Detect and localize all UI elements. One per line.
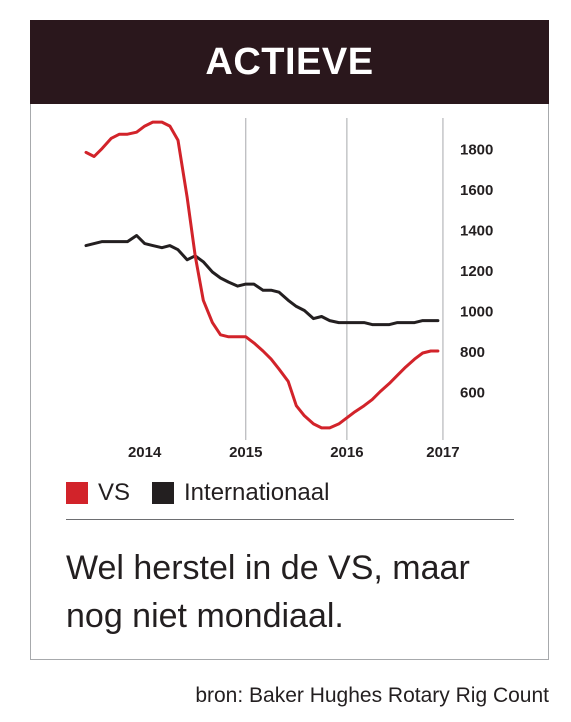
- x-tick-label: 2015: [229, 444, 262, 461]
- x-tick-label: 2014: [128, 444, 162, 461]
- series-line-internationaal: [84, 234, 440, 327]
- legend-label-internationaal: Internationaal: [184, 479, 330, 506]
- title-text: ACTIEVE BOORPLATFORMS: [112, 41, 467, 167]
- chart-series: [84, 120, 440, 430]
- x-tick-label: 2016: [330, 444, 363, 461]
- y-tick-label: 1000: [460, 303, 493, 320]
- series-line-vs: [84, 120, 440, 430]
- chart-grid: [245, 118, 444, 440]
- divider: [66, 519, 514, 520]
- legend-swatch-vs: [66, 482, 88, 504]
- y-tick-label: 800: [460, 344, 485, 361]
- legend-item-internationaal: Internationaal: [152, 479, 329, 507]
- legend-swatch-internationaal: [152, 482, 175, 504]
- y-tick-label: 1800: [460, 141, 493, 158]
- y-tick-label: 1400: [460, 222, 493, 239]
- x-tick-label: 2017: [426, 444, 459, 461]
- x-axis: 2014 2015 2016 2017: [128, 444, 460, 461]
- y-tick-label: 600: [460, 384, 485, 401]
- chart-legend: VS Internationaal: [66, 478, 351, 508]
- y-tick-label: 1200: [460, 263, 493, 280]
- legend-label-vs: VS: [98, 479, 131, 506]
- legend-item-vs: VS: [66, 479, 130, 507]
- page-title: ACTIEVE BOORPLATFORMS: [30, 20, 549, 167]
- chart-subtitle: Wel herstel in de VS, maar nog niet mond…: [66, 549, 470, 635]
- source-note: bron: Baker Hughes Rotary Rig Count: [195, 684, 549, 707]
- y-axis: 600 800 1000 1200 1400 1600 1800: [460, 141, 493, 401]
- y-tick-label: 1600: [460, 182, 493, 199]
